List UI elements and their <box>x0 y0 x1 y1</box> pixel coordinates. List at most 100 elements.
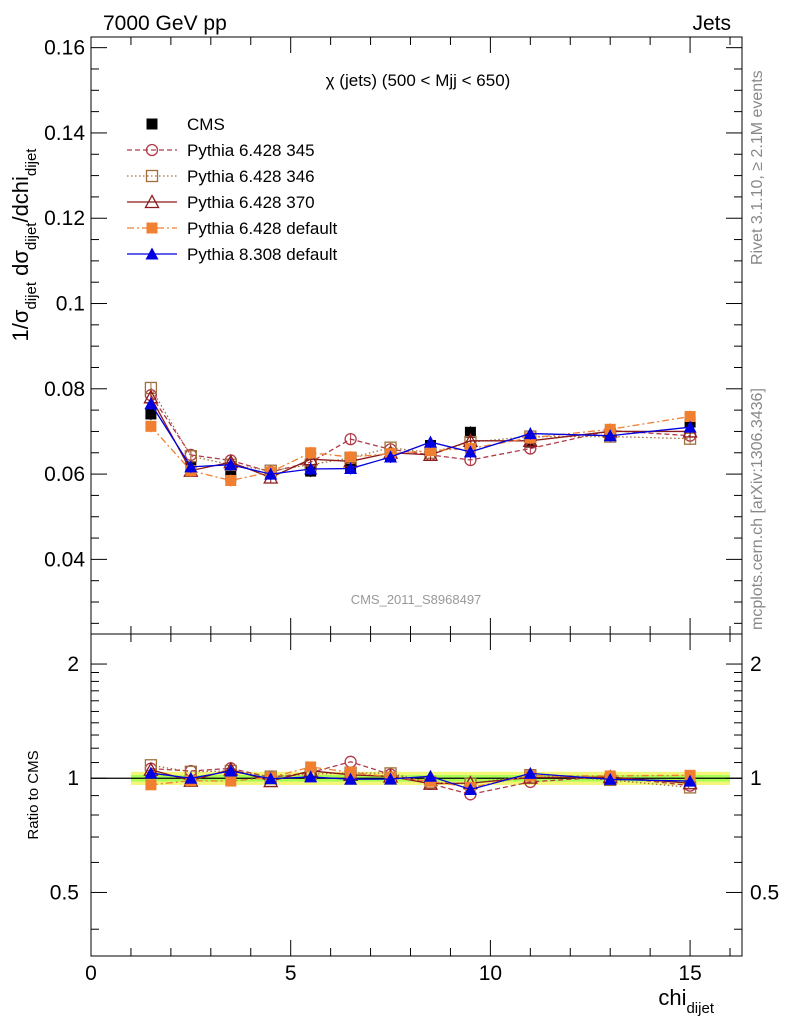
ratio-point <box>225 775 237 787</box>
ratio-frame-border <box>90 633 743 957</box>
data-point <box>144 397 158 410</box>
chart-title: χ (jets) (500 < Mjj < 650) <box>326 71 511 90</box>
data-point <box>344 462 358 475</box>
data-point <box>684 411 696 423</box>
y-tick-label-right: 2 <box>750 653 762 676</box>
ratio-point <box>423 769 437 782</box>
legend-label: Pythia 6.428 345 <box>187 141 315 160</box>
ratio-point <box>264 772 278 785</box>
ratio-point <box>683 774 697 787</box>
ratio-line <box>150 768 691 785</box>
data-point <box>463 445 477 458</box>
mcplots-label: mcplots.cern.ch [arXiv:1306.3436] <box>749 388 766 630</box>
header-left: 7000 GeV pp <box>103 12 227 35</box>
y-tick-label-right: 1 <box>750 767 762 790</box>
y-tick-label: 0.04 <box>44 548 85 571</box>
ratio-line <box>150 766 691 789</box>
data-point <box>523 427 537 440</box>
y-tick-label: 0.12 <box>44 207 85 230</box>
ratio-series-pythia-8-308-default <box>144 764 697 795</box>
y-axis-title: 1/σdijet dσdijet/dchidijet <box>8 148 40 342</box>
legend-label: Pythia 6.428 default <box>187 219 338 238</box>
data-point <box>145 408 157 420</box>
data-point <box>305 447 317 459</box>
y-tick-label: 1 <box>67 767 79 790</box>
data-point <box>184 460 198 473</box>
series-pythia-8-308-default <box>144 397 697 481</box>
data-point <box>683 420 697 433</box>
series-line <box>150 403 691 475</box>
y-tick-label: 0.16 <box>44 37 85 60</box>
legend-item: Pythia 6.428 default <box>127 219 338 238</box>
legend-item: CMS <box>146 115 225 134</box>
legend-item: Pythia 6.428 370 <box>127 193 315 212</box>
legend-marker <box>146 118 158 130</box>
ratio-point <box>345 766 357 778</box>
legend-label: CMS <box>187 115 225 134</box>
ratio-point <box>384 772 398 785</box>
series-line <box>150 397 691 479</box>
y-tick-label: 0.08 <box>44 378 85 401</box>
ratio-point <box>144 766 158 779</box>
x-axis-title: chidijet <box>658 985 714 1017</box>
data-point <box>225 474 237 486</box>
ratio-point <box>463 782 477 795</box>
y-tick-label: 2 <box>67 653 79 676</box>
ratio-point <box>145 779 157 791</box>
legend-item: Pythia 8.308 default <box>127 245 338 264</box>
legend-label: Pythia 8.308 default <box>187 245 338 264</box>
ratio-point <box>304 770 318 783</box>
rivet-label: Rivet 3.1.10, ≥ 2.1M events <box>749 70 766 265</box>
data-point <box>145 420 157 432</box>
x-tick-label: 0 <box>85 962 97 985</box>
ratio-point <box>344 772 358 785</box>
main-plot: 0.04 0.06 0.08 0.1 0.12 0.14 0.16 <box>44 36 743 635</box>
ratio-y-label: Ratio to CMS <box>25 750 42 839</box>
data-point <box>603 429 617 442</box>
ratio-line <box>150 764 691 789</box>
ratio-point <box>184 771 198 784</box>
legend-label: Pythia 6.428 370 <box>187 193 315 212</box>
legend-marker <box>146 222 158 234</box>
legend-item: Pythia 6.428 345 <box>127 141 315 160</box>
y-tick-label: 0.14 <box>44 122 85 145</box>
ratio-point <box>305 761 317 773</box>
legend-marker <box>144 194 160 209</box>
data-point <box>384 450 398 463</box>
series-cms <box>145 407 696 483</box>
y-tick-label-right: 0.5 <box>750 881 779 904</box>
y-tick-label: 0.06 <box>44 463 85 486</box>
ratio-plot: 0 5 10 15 0.5 0.5 1 1 2 2 <box>50 633 779 985</box>
ratio-point <box>603 772 617 785</box>
watermark: CMS_2011_S8968497 <box>351 592 482 607</box>
series-line <box>150 394 691 473</box>
legend: CMS Pythia 6.428 345 Pythia 6.428 346 Pythi… <box>127 115 338 264</box>
data-point <box>464 426 476 438</box>
header-right: Jets <box>692 12 731 35</box>
series-pythia-6-428-default <box>145 410 696 487</box>
x-tick-label: 10 <box>479 962 502 985</box>
data-point <box>224 458 238 471</box>
ratio-point <box>224 764 238 777</box>
ratio-line <box>150 770 691 791</box>
y-tick-label: 0.1 <box>56 293 85 316</box>
legend-item: Pythia 6.428 346 <box>127 167 315 186</box>
legend-marker <box>145 247 159 260</box>
data-point <box>344 432 357 446</box>
legend-label: Pythia 6.428 346 <box>187 167 315 186</box>
x-tick-label: 15 <box>678 962 701 985</box>
y-tick-label: 0.5 <box>50 881 79 904</box>
data-point <box>264 467 278 480</box>
data-point <box>345 451 357 463</box>
legend-marker <box>145 143 159 157</box>
series-line <box>150 415 691 482</box>
ratio-point <box>523 766 537 779</box>
data-point <box>304 462 318 475</box>
legend-marker <box>145 169 159 183</box>
data-point <box>424 445 436 457</box>
ratio-line <box>150 761 691 795</box>
data-point <box>423 435 437 448</box>
axis-titles: chidijet 1/σdijet dσdijet/dchidijet <box>8 148 715 1017</box>
x-tick-label: 5 <box>285 962 297 985</box>
